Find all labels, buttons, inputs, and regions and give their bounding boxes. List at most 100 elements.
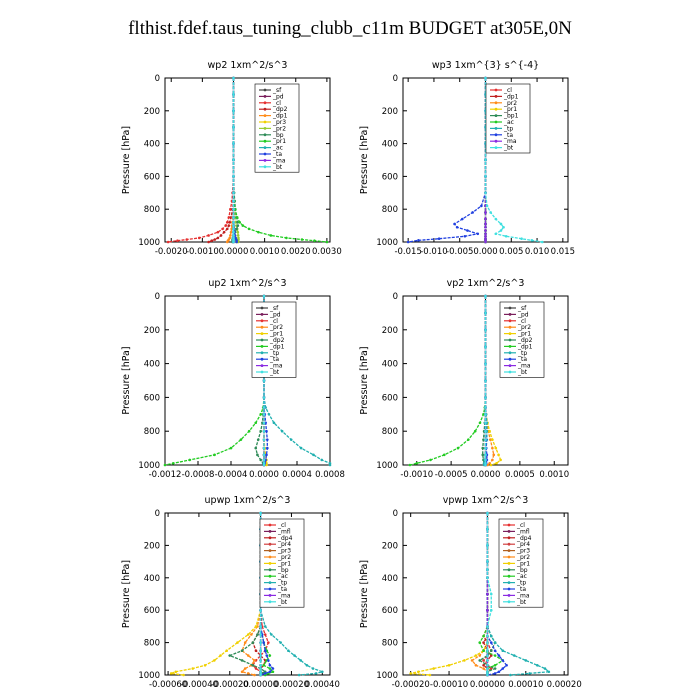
legend-entry: _pr2 xyxy=(517,324,531,331)
data-point xyxy=(207,234,210,237)
y-axis-label: Pressure [hPa] xyxy=(359,346,370,414)
data-point xyxy=(486,634,489,638)
legend-marker xyxy=(507,568,511,572)
y-tick-label: 200 xyxy=(382,326,398,336)
data-point xyxy=(207,240,210,244)
y-tick-label: 800 xyxy=(144,205,160,215)
legend-entry: _pr1 xyxy=(503,106,517,113)
data-point xyxy=(235,240,238,244)
data-point xyxy=(235,227,238,231)
data-point xyxy=(311,667,315,670)
legend-entry: _pr2 xyxy=(503,100,517,107)
data-point xyxy=(213,238,217,241)
legend-entry: _ac xyxy=(503,119,514,126)
data-point xyxy=(478,654,482,657)
legend-entry: _ta xyxy=(516,586,526,593)
legend-entry: _pr2 xyxy=(272,125,286,132)
legend-marker xyxy=(268,587,272,591)
data-point xyxy=(259,633,262,636)
data-point xyxy=(191,667,195,670)
data-point xyxy=(476,232,480,236)
data-point xyxy=(246,672,250,675)
legend-marker xyxy=(263,101,267,105)
data-point xyxy=(489,634,493,638)
data-point xyxy=(486,673,489,677)
legend-entry: _pr4 xyxy=(516,541,530,548)
data-point xyxy=(486,641,489,644)
x-tick-label: -0.0020 xyxy=(155,247,188,257)
data-point xyxy=(232,227,235,231)
data-point xyxy=(221,227,224,231)
legend-marker xyxy=(263,139,267,143)
legend-entry: _ma xyxy=(269,363,283,370)
data-point xyxy=(254,625,258,628)
legend-entry: _bp xyxy=(277,567,289,574)
x-tick-label: -0.00060 xyxy=(149,680,187,690)
data-point xyxy=(486,625,489,628)
legend-entry: _dp4 xyxy=(516,535,532,542)
data-point xyxy=(486,608,489,612)
data-point xyxy=(484,232,487,236)
legend-entry: _pr3 xyxy=(272,119,286,126)
data-point xyxy=(262,294,266,298)
data-point xyxy=(262,438,266,441)
data-point xyxy=(236,221,239,224)
data-point xyxy=(497,453,500,457)
data-point xyxy=(235,216,239,219)
data-point xyxy=(530,239,534,242)
data-point xyxy=(463,234,467,238)
y-axis-label: Pressure [hPa] xyxy=(121,346,132,414)
data-point xyxy=(263,649,267,652)
legend-entry: _pd xyxy=(272,93,284,100)
data-point xyxy=(225,221,229,224)
legend-marker xyxy=(260,338,264,342)
data-point xyxy=(240,670,244,674)
legend-entry: _cl xyxy=(516,522,525,529)
data-point xyxy=(484,217,487,221)
data-point xyxy=(262,406,266,409)
y-tick-label: 0 xyxy=(155,74,160,84)
x-tick-label: 0.00020 xyxy=(547,680,582,690)
y-tick-label: 1000 xyxy=(138,671,160,681)
data-point xyxy=(437,237,441,241)
legend-marker xyxy=(508,325,512,329)
legend-marker xyxy=(263,88,267,92)
legend-marker xyxy=(494,133,498,137)
x-tick-label: 0.0030 xyxy=(312,247,342,257)
legend-marker xyxy=(507,536,511,540)
legend-entry: _dp2 xyxy=(272,106,288,113)
y-tick-label: 600 xyxy=(382,606,398,616)
legend-marker xyxy=(263,120,267,124)
data-point xyxy=(447,663,451,667)
data-point xyxy=(482,667,485,670)
legend-marker xyxy=(260,306,264,310)
plot-frame xyxy=(164,512,331,676)
data-point xyxy=(528,672,531,675)
legend-marker xyxy=(507,600,511,604)
y-tick-label: 0 xyxy=(393,292,398,302)
data-point xyxy=(267,659,270,662)
data-point xyxy=(484,294,487,298)
data-point xyxy=(499,222,503,226)
series-line-cl xyxy=(168,78,235,243)
data-point xyxy=(265,429,268,433)
data-point xyxy=(482,438,485,441)
data-point xyxy=(197,236,201,240)
legend-marker xyxy=(507,587,511,591)
x-tick-label: 0.00040 xyxy=(305,680,340,690)
legend-entry: _ma xyxy=(517,363,531,370)
data-point xyxy=(210,239,213,242)
data-point xyxy=(262,421,266,425)
y-tick-label: 400 xyxy=(144,360,160,370)
legend-entry: _dp2 xyxy=(269,337,285,344)
legend-marker xyxy=(263,146,267,150)
legend-marker xyxy=(268,574,272,578)
data-point xyxy=(213,659,216,662)
data-point xyxy=(461,217,464,221)
data-point xyxy=(230,227,233,231)
data-point xyxy=(232,234,235,237)
data-point xyxy=(482,634,485,638)
data-point xyxy=(471,211,474,214)
legend-marker xyxy=(494,88,498,92)
legend-marker xyxy=(268,530,272,533)
